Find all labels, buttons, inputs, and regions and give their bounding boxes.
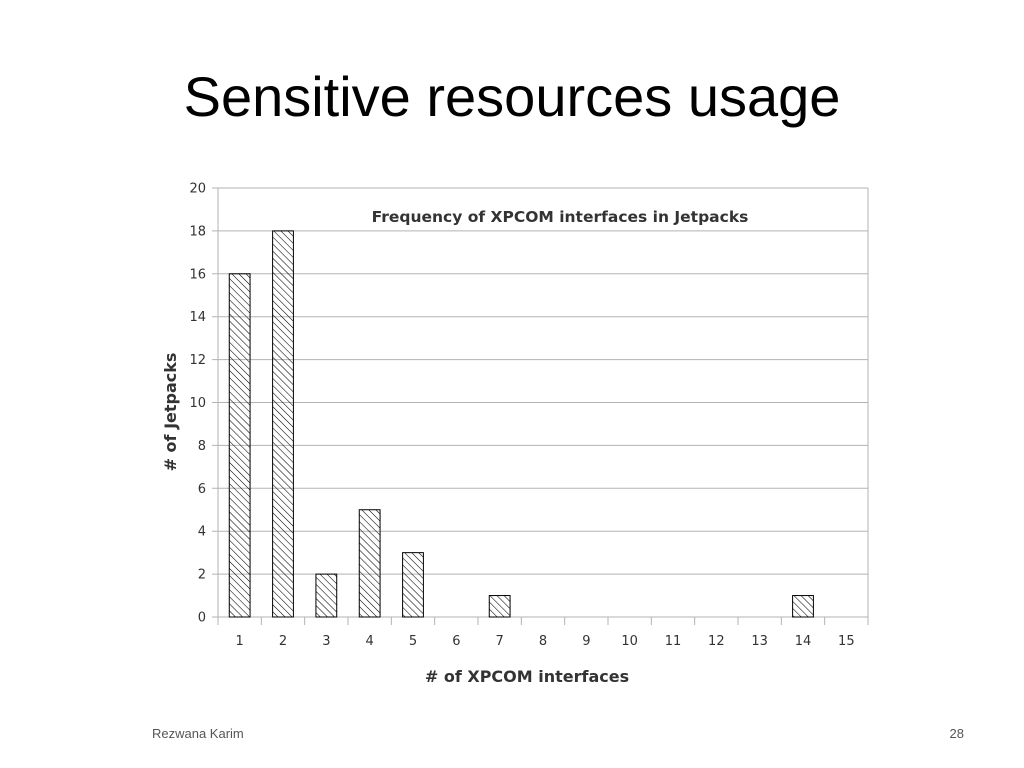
y-tick-label: 0 (198, 611, 206, 626)
x-tick-label: 6 (452, 634, 460, 649)
y-tick-label: 10 (189, 396, 206, 411)
bar-7 (488, 595, 511, 618)
x-tick-label: 12 (708, 634, 725, 649)
y-tick-label: 8 (198, 439, 206, 454)
footer-author: Rezwana Karim (152, 726, 244, 741)
x-tick-label: 5 (409, 634, 417, 649)
y-tick-label: 4 (198, 525, 206, 540)
bar-1 (228, 273, 251, 618)
x-tick-label: 10 (621, 634, 638, 649)
x-tick-labels: 1 2 3 4 5 6 7 8 9 10 11 12 13 14 15 (236, 634, 855, 649)
y-tick-label: 16 (189, 267, 206, 282)
y-tick-label: 6 (198, 482, 206, 497)
x-tick-label: 8 (539, 634, 547, 649)
y-tick-label: 18 (189, 224, 206, 239)
slide-title: Sensitive resources usage (183, 65, 841, 128)
bar-3 (315, 573, 338, 618)
y-tick-labels: 0 2 4 6 8 10 12 14 16 18 20 (189, 182, 206, 626)
bar-14 (792, 595, 814, 618)
chart-title: Frequency of XPCOM interfaces in Jetpack… (372, 208, 749, 226)
x-tick-label: 2 (279, 634, 287, 649)
bars (228, 230, 814, 618)
x-tick-label: 13 (751, 634, 768, 649)
x-tick-label: 15 (838, 634, 855, 649)
gridlines (212, 187, 869, 625)
bar-2 (272, 230, 294, 618)
page-number: 28 (949, 726, 964, 741)
x-tick-label: 11 (665, 634, 682, 649)
y-axis-label: # of Jetpacks (161, 353, 180, 472)
y-tick-label: 12 (189, 353, 206, 368)
y-tick-label: 2 (198, 568, 206, 583)
bar-5 (402, 552, 424, 618)
x-axis-label: # of XPCOM interfaces (425, 667, 629, 686)
x-tick-label: 14 (795, 634, 812, 649)
x-tick-label: 4 (366, 634, 374, 649)
x-tick-label: 7 (496, 634, 504, 649)
y-tick-label: 14 (189, 310, 206, 325)
x-tick-label: 1 (236, 634, 244, 649)
x-tick-label: 3 (322, 634, 330, 649)
x-tick-label: 9 (582, 634, 590, 649)
bar-4 (358, 509, 381, 618)
y-tick-label: 20 (189, 182, 206, 197)
